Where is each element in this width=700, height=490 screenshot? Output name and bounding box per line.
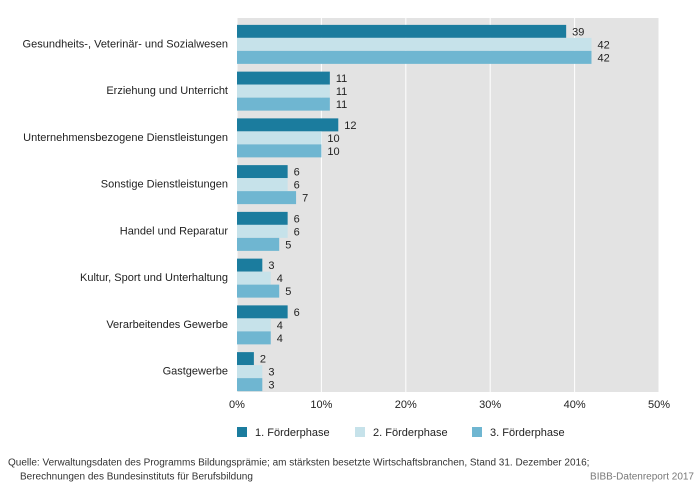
bar bbox=[237, 178, 288, 192]
y-tick-label: Sonstige Dienstleistungen bbox=[101, 179, 228, 191]
bar bbox=[237, 24, 567, 38]
y-tick-label: Kultur, Sport und Unterhaltung bbox=[80, 272, 228, 284]
data-label: 6 bbox=[294, 226, 300, 238]
legend-swatch bbox=[237, 427, 247, 437]
data-label: 3 bbox=[268, 367, 274, 379]
bar bbox=[237, 131, 322, 145]
y-tick-label: Erziehung und Unterricht bbox=[106, 85, 228, 97]
bar bbox=[237, 365, 263, 379]
bar bbox=[237, 378, 263, 392]
bar bbox=[237, 118, 339, 132]
data-label: 6 bbox=[294, 307, 300, 319]
legend-label: 2. Förderphase bbox=[373, 427, 448, 439]
bar bbox=[237, 284, 280, 298]
x-tick-label: 30% bbox=[479, 399, 501, 411]
data-label: 5 bbox=[285, 286, 291, 298]
bar bbox=[237, 97, 330, 111]
bar bbox=[237, 165, 288, 179]
legend-label: 3. Förderphase bbox=[490, 427, 565, 439]
bar bbox=[237, 352, 254, 366]
bar bbox=[237, 331, 271, 345]
bar bbox=[237, 258, 263, 272]
y-tick-label: Verarbeitendes Gewerbe bbox=[106, 319, 228, 331]
data-label: 4 bbox=[277, 320, 283, 332]
data-label: 6 bbox=[294, 213, 300, 225]
bar bbox=[237, 237, 280, 251]
legend-swatch bbox=[472, 427, 482, 437]
bar bbox=[237, 318, 271, 332]
bar bbox=[237, 191, 297, 205]
bar bbox=[237, 37, 592, 51]
data-label: 7 bbox=[302, 193, 308, 205]
data-label: 10 bbox=[327, 133, 339, 145]
bar bbox=[237, 50, 592, 64]
bar bbox=[237, 71, 330, 85]
legend-swatch bbox=[355, 427, 365, 437]
bar bbox=[237, 305, 288, 319]
data-label: 3 bbox=[268, 380, 274, 392]
y-tick-label: Handel und Reparatur bbox=[120, 225, 229, 237]
data-label: 6 bbox=[294, 167, 300, 179]
source-line: Berechnungen des Bundesinstituts für Ber… bbox=[20, 472, 253, 483]
x-tick-label: 40% bbox=[564, 399, 586, 411]
data-label: 2 bbox=[260, 354, 266, 366]
data-label: 11 bbox=[336, 86, 347, 98]
bar bbox=[237, 144, 322, 158]
x-tick-label: 20% bbox=[395, 399, 417, 411]
data-label: 12 bbox=[344, 120, 356, 132]
data-label: 3 bbox=[268, 260, 274, 272]
data-label: 4 bbox=[277, 333, 283, 345]
data-label: 4 bbox=[277, 273, 283, 285]
legend-label: 1. Förderphase bbox=[255, 427, 330, 439]
y-tick-label: Unternehmensbezogene Dienstleistungen bbox=[23, 132, 228, 144]
credit: BIBB-Datenreport 2017 bbox=[590, 472, 694, 483]
data-label: 10 bbox=[327, 146, 339, 158]
data-label: 42 bbox=[597, 39, 609, 51]
data-label: 42 bbox=[597, 52, 609, 64]
x-tick-label: 10% bbox=[310, 399, 332, 411]
x-tick-label: 50% bbox=[648, 399, 670, 411]
y-tick-label: Gastgewerbe bbox=[163, 366, 228, 378]
data-label: 11 bbox=[336, 99, 347, 111]
y-tick-label: Gesundheits-, Veterinär- und Sozialwesen bbox=[23, 38, 228, 50]
bar bbox=[237, 224, 288, 238]
data-label: 39 bbox=[572, 26, 584, 38]
data-label: 6 bbox=[294, 180, 300, 192]
bar bbox=[237, 271, 271, 285]
bar bbox=[237, 84, 330, 98]
data-label: 11 bbox=[336, 73, 347, 85]
source-line: Quelle: Verwaltungsdaten des Programms B… bbox=[8, 458, 589, 469]
data-label: 5 bbox=[285, 239, 291, 251]
bar bbox=[237, 211, 288, 225]
x-tick-label: 0% bbox=[229, 399, 245, 411]
